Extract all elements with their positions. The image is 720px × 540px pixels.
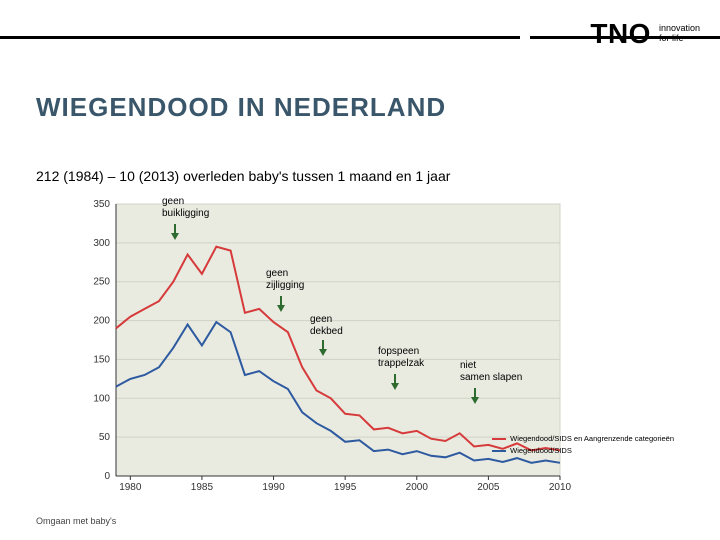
slide-footer: Omgaan met baby's [36,516,116,526]
arrow-down-icon [470,388,480,404]
svg-text:250: 250 [93,277,110,288]
arrow-down-icon [170,224,180,240]
annotation-buik: geenbuikligging [162,196,209,219]
svg-text:300: 300 [93,238,110,249]
svg-text:1995: 1995 [334,482,357,493]
svg-text:1990: 1990 [262,482,285,493]
svg-text:2010: 2010 [549,482,572,493]
svg-text:0: 0 [104,471,110,482]
arrow-down-icon [318,340,328,356]
svg-text:2000: 2000 [406,482,429,493]
arrow-down-icon [276,296,286,312]
legend-label: Wiegendood/SIDS en Aangrenzende categori… [510,434,674,444]
chart: 0 50 100 150 200 250 300 350 1980 1985 1990 1995 200… [70,196,670,496]
svg-text:1980: 1980 [119,482,142,493]
svg-text:2005: 2005 [477,482,500,493]
legend-item: Wiegendood/SIDS [492,446,674,456]
legend-swatch [492,450,506,452]
svg-text:350: 350 [93,199,110,210]
annotation-dekbed: geendekbed [310,314,343,337]
annotation-fops: fopspeentrappelzak [378,346,424,369]
chart-legend: Wiegendood/SIDS en Aangrenzende categori… [492,434,674,458]
legend-swatch [492,438,506,440]
legend-item: Wiegendood/SIDS en Aangrenzende categori… [492,434,674,444]
annotation-samen: nietsamen slapen [460,360,522,383]
legend-label: Wiegendood/SIDS [510,446,572,456]
logo: TNO innovation for life [590,18,700,50]
svg-text:150: 150 [93,354,110,365]
svg-text:1985: 1985 [191,482,214,493]
annotation-zij: geenzijligging [266,268,304,291]
logo-tagline: innovation for life [659,24,700,44]
logo-mark: TNO [590,18,651,50]
svg-text:200: 200 [93,316,110,327]
page-subtitle: 212 (1984) – 10 (2013) overleden baby's … [36,168,450,184]
page-title: WIEGENDOOD IN NEDERLAND [36,92,446,123]
header-rule-gap [520,36,530,39]
arrow-down-icon [390,374,400,390]
svg-text:100: 100 [93,393,110,404]
svg-text:50: 50 [99,432,111,443]
